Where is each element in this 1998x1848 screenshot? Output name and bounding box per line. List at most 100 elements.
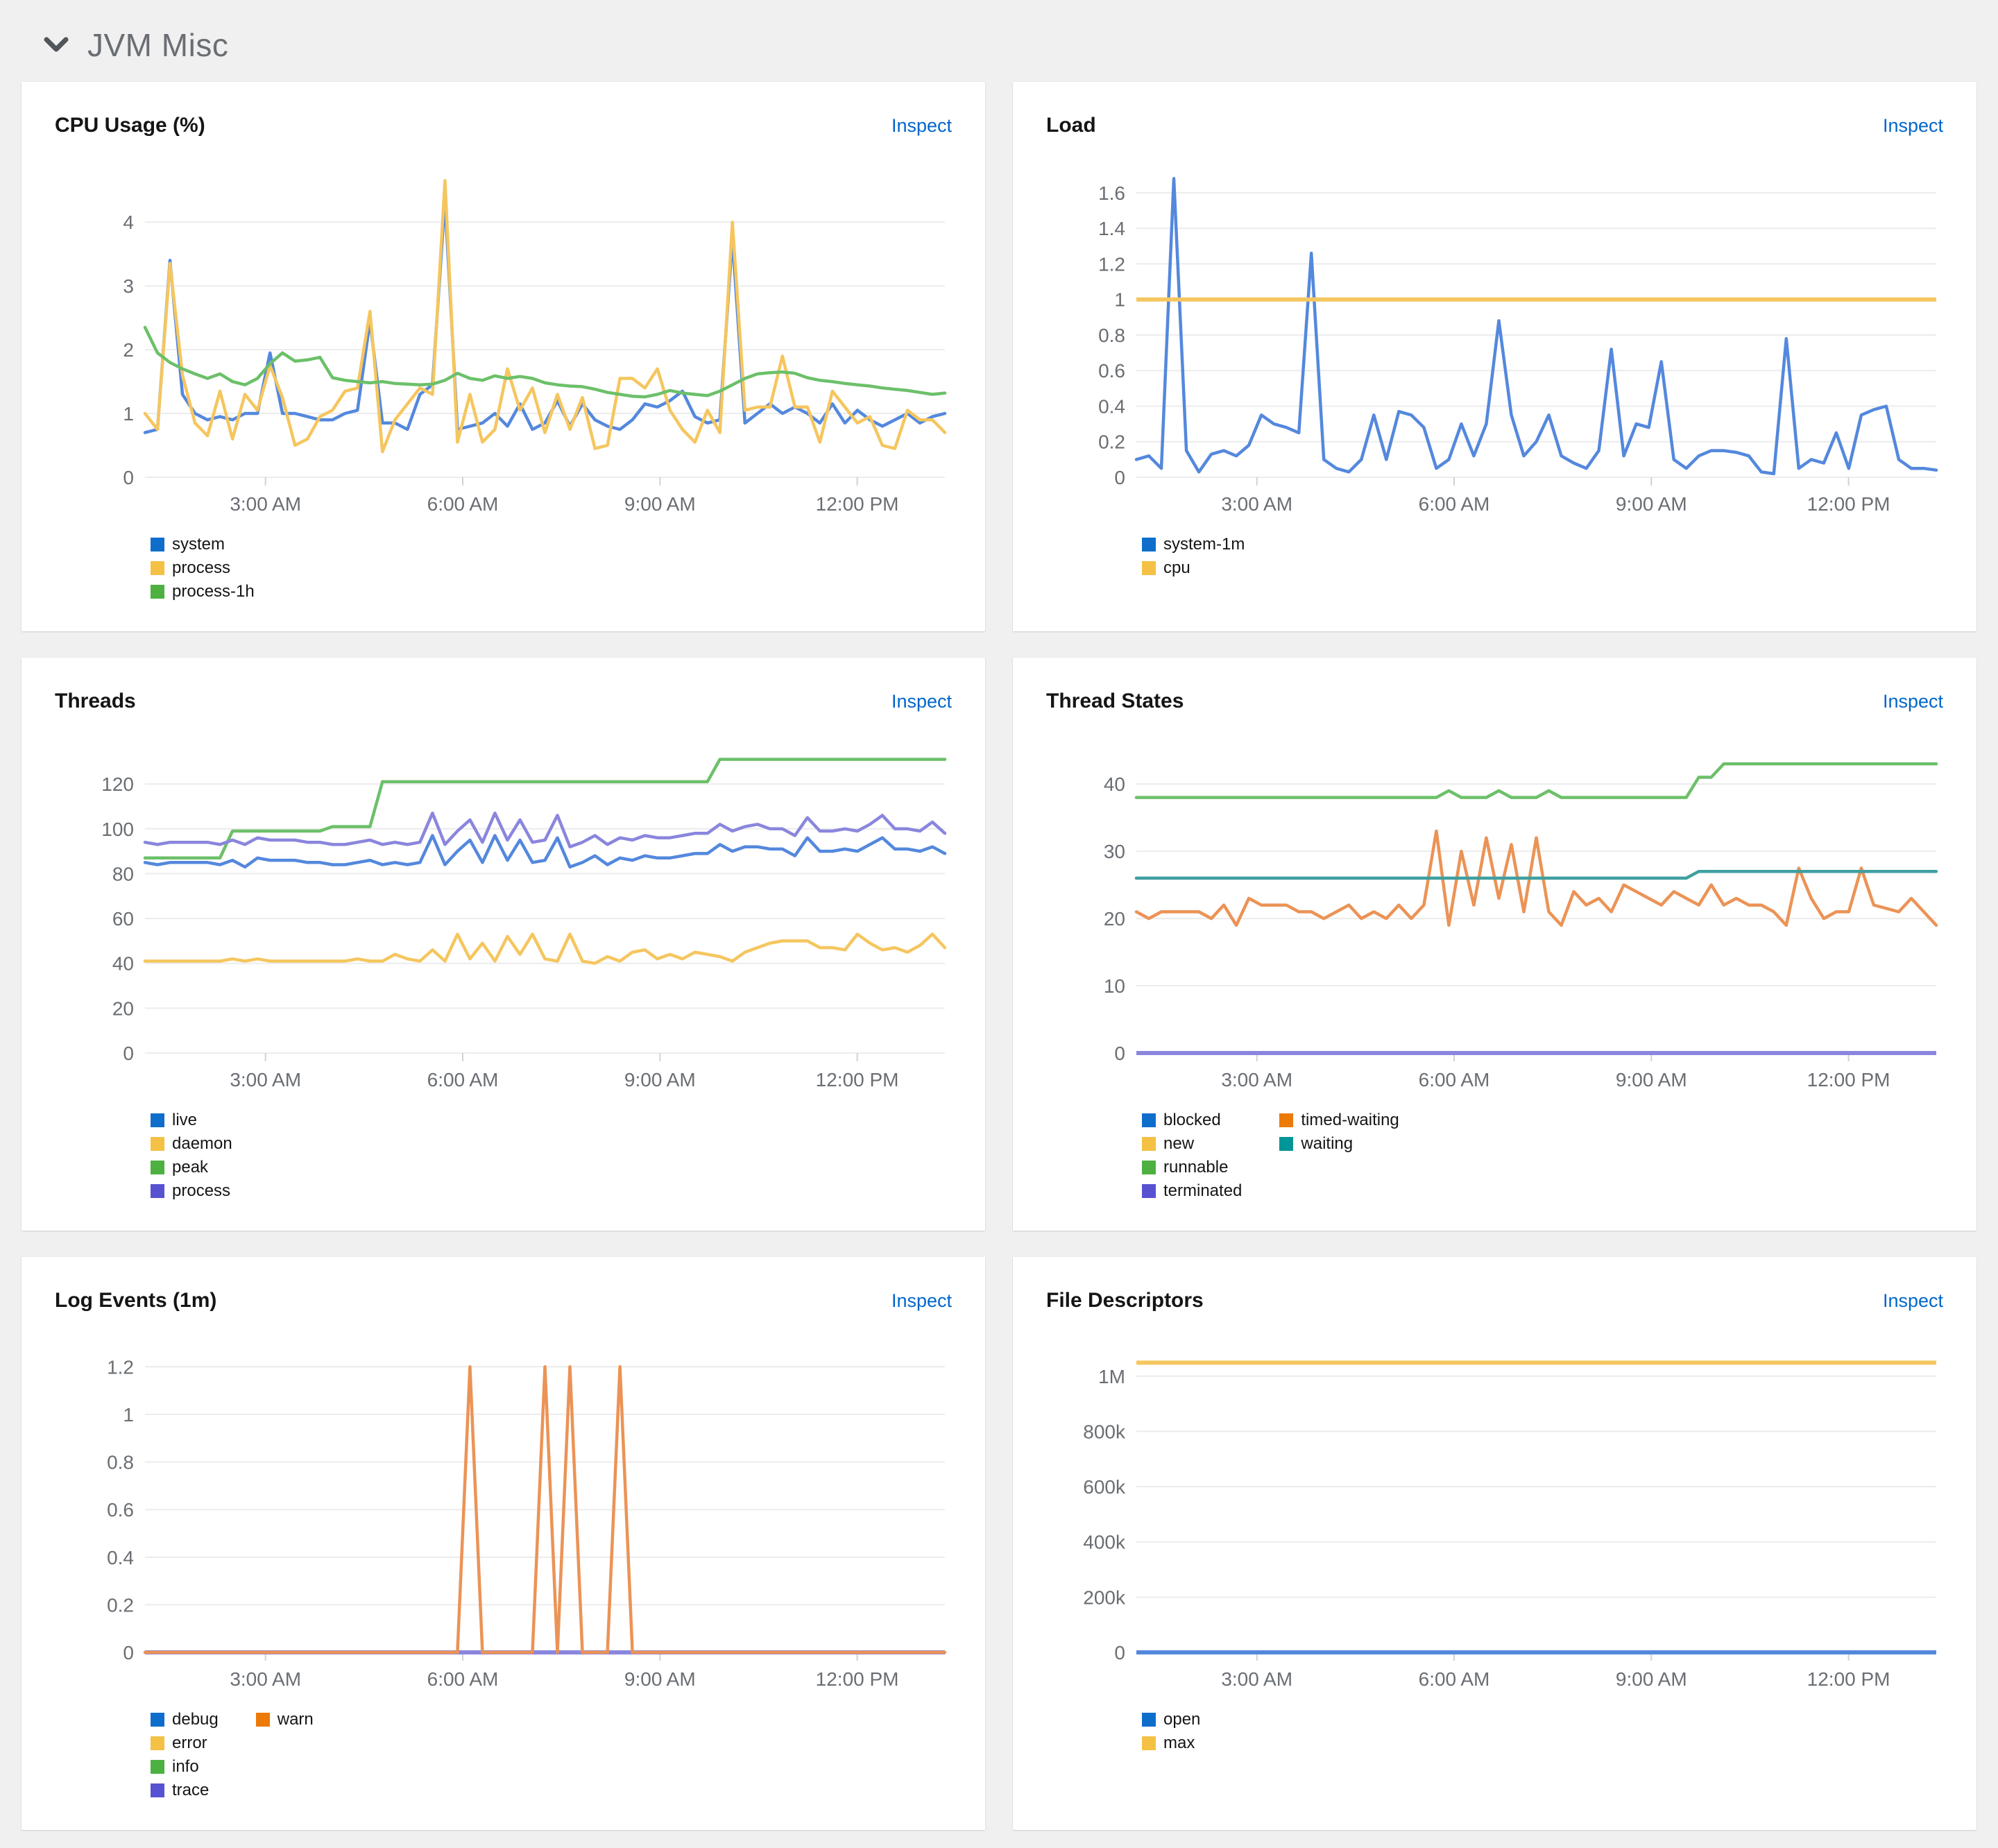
inspect-link[interactable]: Inspect: [1882, 1290, 1943, 1311]
legend-item-peak: peak: [151, 1156, 232, 1179]
legend-label: info: [172, 1757, 199, 1776]
legend-item-process: process: [151, 1179, 232, 1203]
svg-text:100: 100: [101, 819, 134, 840]
series-warn: [143, 1365, 947, 1654]
inspect-link[interactable]: Inspect: [1882, 115, 1943, 136]
legend-swatch: [1142, 1137, 1156, 1151]
card-title: Threads: [55, 690, 136, 712]
svg-text:10: 10: [1104, 975, 1125, 997]
svg-text:3:00 AM: 3:00 AM: [230, 493, 301, 515]
legend-swatch: [151, 538, 164, 551]
card-load: Load Inspect 0 0.2 0.4 0.6 0.8 1 1.2 1.4 1.6 3:00…: [1013, 82, 1976, 631]
series-daemon: [143, 932, 947, 965]
log-events-chart: 0 0.2 0.4 0.6 0.8 1 1.2 3:00 AM 6:00 AM 9:00 AM 12…: [55, 1332, 952, 1693]
svg-text:12:00 PM: 12:00 PM: [1807, 1069, 1890, 1090]
cpu-usage-chart: 0 1 2 3 4 3:00 AM 6:00 AM 9:00 AM 12:00 PM: [55, 157, 952, 517]
svg-text:3:00 AM: 3:00 AM: [1221, 1069, 1292, 1090]
legend-label: trace: [172, 1781, 210, 1799]
inspect-link[interactable]: Inspect: [891, 1290, 952, 1311]
legend-item-daemon: daemon: [151, 1132, 232, 1156]
inspect-link[interactable]: Inspect: [891, 115, 952, 136]
svg-text:0.2: 0.2: [1098, 431, 1125, 453]
legend-label: system-1m: [1163, 535, 1245, 554]
svg-text:6:00 AM: 6:00 AM: [427, 1069, 499, 1090]
svg-text:6:00 AM: 6:00 AM: [427, 1668, 499, 1690]
legend-label: daemon: [172, 1134, 232, 1153]
series-timed-waiting: [1134, 829, 1938, 927]
legend-item-runnable: runnable: [1142, 1156, 1242, 1179]
svg-text:800k: 800k: [1083, 1421, 1126, 1442]
legend-label: error: [172, 1734, 207, 1752]
file-descriptors-chart: 0 200k 400k 600k 800k 1M 3:00 AM 6:00 AM 9:00 AM…: [1046, 1332, 1943, 1693]
svg-text:0: 0: [1114, 467, 1125, 488]
svg-text:1.2: 1.2: [1098, 253, 1125, 275]
legend-swatch: [151, 1113, 164, 1127]
card-thread-states: Thread States Inspect 0 10 20 30 40 3:00 AM 6:…: [1013, 658, 1976, 1231]
svg-text:12:00 PM: 12:00 PM: [816, 493, 899, 515]
load-chart: 0 0.2 0.4 0.6 0.8 1 1.2 1.4 1.6 3:00 AM 6:00 AM 9:0…: [1046, 157, 1943, 517]
svg-text:0.8: 0.8: [107, 1452, 134, 1473]
svg-text:20: 20: [1104, 908, 1125, 930]
cpu-usage-legend: system process process-1h: [151, 533, 255, 604]
svg-text:0: 0: [123, 1642, 134, 1663]
series-system-1m: [1134, 177, 1938, 476]
legend-swatch: [151, 561, 164, 575]
legend-swatch: [1279, 1113, 1294, 1127]
legend-swatch: [1142, 1713, 1156, 1727]
legend-item-blocked: blocked: [1142, 1109, 1242, 1132]
svg-text:20: 20: [112, 998, 134, 1019]
legend-swatch: [151, 1736, 164, 1750]
svg-text:1: 1: [123, 1404, 134, 1426]
legend-swatch: [1142, 1184, 1156, 1198]
series-system: [143, 198, 947, 434]
inspect-link[interactable]: Inspect: [891, 691, 952, 712]
legend-item-trace: trace: [151, 1779, 219, 1802]
legend-swatch: [151, 1137, 164, 1151]
legend-item-new: new: [1142, 1132, 1242, 1156]
threads-legend: live daemon peak process: [151, 1109, 232, 1203]
svg-text:1.6: 1.6: [1098, 182, 1125, 204]
svg-text:3:00 AM: 3:00 AM: [1221, 493, 1292, 515]
series-peak: [143, 758, 947, 860]
legend-swatch: [1142, 561, 1156, 575]
legend-label: timed-waiting: [1301, 1111, 1399, 1129]
svg-text:60: 60: [112, 908, 134, 930]
chevron-down-icon[interactable]: [43, 36, 69, 54]
card-title: Thread States: [1046, 690, 1184, 712]
svg-text:200k: 200k: [1083, 1586, 1126, 1608]
load-legend: system-1m cpu: [1142, 533, 1245, 580]
legend-label: new: [1163, 1134, 1195, 1153]
file-descriptors-legend: open max: [1142, 1708, 1200, 1755]
svg-text:0: 0: [1114, 1043, 1125, 1064]
legend-label: warn: [277, 1710, 314, 1729]
svg-text:1.2: 1.2: [107, 1356, 134, 1378]
svg-text:9:00 AM: 9:00 AM: [624, 1069, 696, 1090]
svg-text:0: 0: [1114, 1642, 1125, 1663]
legend-swatch: [151, 1713, 164, 1727]
legend-label: process: [172, 558, 231, 577]
section-title: JVM Misc: [87, 27, 229, 63]
legend-swatch: [151, 1184, 164, 1198]
legend-label: waiting: [1301, 1134, 1354, 1153]
svg-text:0.4: 0.4: [107, 1547, 134, 1568]
svg-text:40: 40: [1104, 773, 1125, 795]
svg-text:12:00 PM: 12:00 PM: [816, 1668, 899, 1690]
legend-item-system: system: [151, 533, 255, 556]
svg-text:40: 40: [112, 953, 134, 975]
inspect-link[interactable]: Inspect: [1882, 691, 1943, 712]
svg-text:1: 1: [1114, 289, 1125, 311]
legend-item-process-1h: process-1h: [151, 580, 255, 604]
chart-svg: 0 10 20 30 40 3:00 AM 6:00 AM 9:00 AM 12:00 PM: [1104, 762, 1938, 1090]
svg-text:3:00 AM: 3:00 AM: [1221, 1668, 1292, 1690]
svg-text:12:00 PM: 12:00 PM: [816, 1069, 899, 1090]
svg-text:1.4: 1.4: [1098, 218, 1125, 239]
legend-label: process: [172, 1181, 231, 1200]
svg-text:1: 1: [123, 403, 134, 425]
threads-chart: 0 20 40 60 80 100 120 3:00 AM 6:00 AM 9:00 AM 12:0…: [55, 733, 952, 1093]
svg-text:9:00 AM: 9:00 AM: [1616, 1069, 1687, 1090]
legend-label: max: [1163, 1734, 1195, 1752]
svg-text:6:00 AM: 6:00 AM: [1419, 1668, 1490, 1690]
svg-text:80: 80: [112, 863, 134, 884]
svg-text:12:00 PM: 12:00 PM: [1807, 493, 1890, 515]
svg-text:30: 30: [1104, 841, 1125, 862]
